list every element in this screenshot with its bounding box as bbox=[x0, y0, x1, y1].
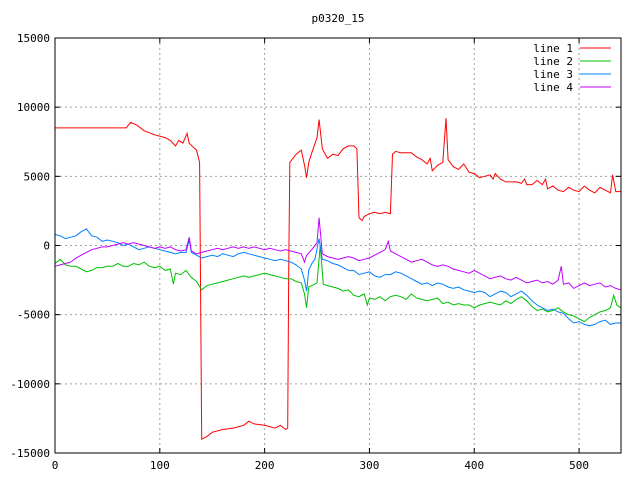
x-tick-label-4: 400 bbox=[464, 459, 484, 472]
y-tick-label-5: 10000 bbox=[17, 101, 50, 114]
y-tick-label-4: 5000 bbox=[24, 170, 51, 183]
chart-title: p0320_15 bbox=[312, 12, 365, 25]
plot-area bbox=[54, 118, 622, 441]
series-line-3 bbox=[54, 228, 621, 327]
grid bbox=[55, 38, 621, 453]
series-line-1 bbox=[55, 118, 621, 441]
x-tick-label-2: 200 bbox=[255, 459, 275, 472]
legend-label-2: line 2 bbox=[533, 55, 573, 68]
plot-frame bbox=[54, 37, 622, 454]
series-line-4 bbox=[54, 217, 622, 291]
legend-label-3: line 3 bbox=[533, 68, 573, 81]
x-tick-label-1: 100 bbox=[150, 459, 170, 472]
x-tick-label-0: 0 bbox=[52, 459, 59, 472]
y-tick-label-2: -5000 bbox=[17, 309, 50, 322]
series-line-2 bbox=[54, 245, 622, 323]
x-tick-label-5: 500 bbox=[569, 459, 589, 472]
legend-label-1: line 1 bbox=[533, 42, 573, 55]
x-axis: 0 100 200 300 400 500 bbox=[52, 38, 589, 472]
legend-label-4: line 4 bbox=[533, 81, 573, 94]
y-tick-label-3: 0 bbox=[43, 240, 50, 253]
y-axis: -15000 -10000 -5000 0 5000 10000 15000 bbox=[10, 32, 621, 460]
y-tick-label-6: 15000 bbox=[17, 32, 50, 45]
y-tick-label-0: -15000 bbox=[10, 447, 50, 460]
y-tick-label-1: -10000 bbox=[10, 378, 50, 391]
x-tick-label-3: 300 bbox=[360, 459, 380, 472]
